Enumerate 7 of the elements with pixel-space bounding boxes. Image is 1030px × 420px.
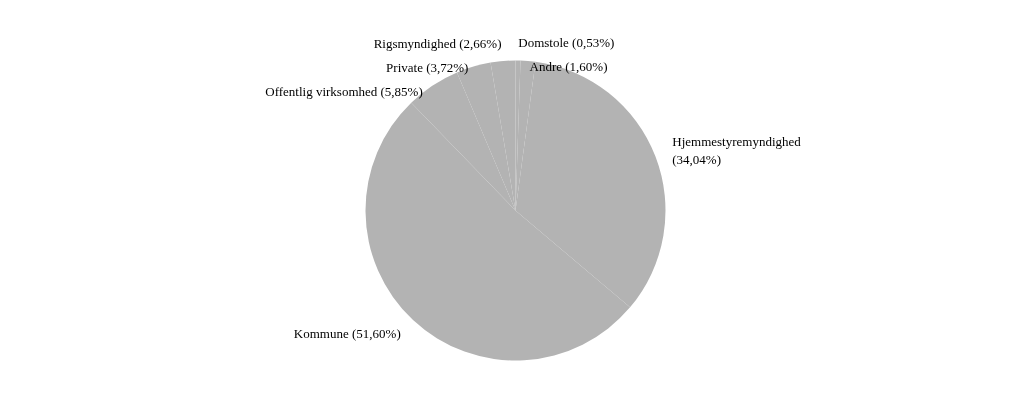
slice-label: Andre (1,60%)	[529, 59, 608, 75]
slice-label: Kommune (51,60%)	[293, 325, 401, 341]
slice-label: Domstole (0,53%)	[518, 35, 615, 51]
slice-label: Rigsmyndighed (2,66%)	[373, 35, 502, 51]
slice-label: Hjemmestyremyndighed (34,04%)	[672, 133, 802, 167]
slice-label: Offentlig virksomhed (5,85%)	[265, 83, 423, 99]
slice-label: Private (3,72%)	[386, 59, 469, 75]
